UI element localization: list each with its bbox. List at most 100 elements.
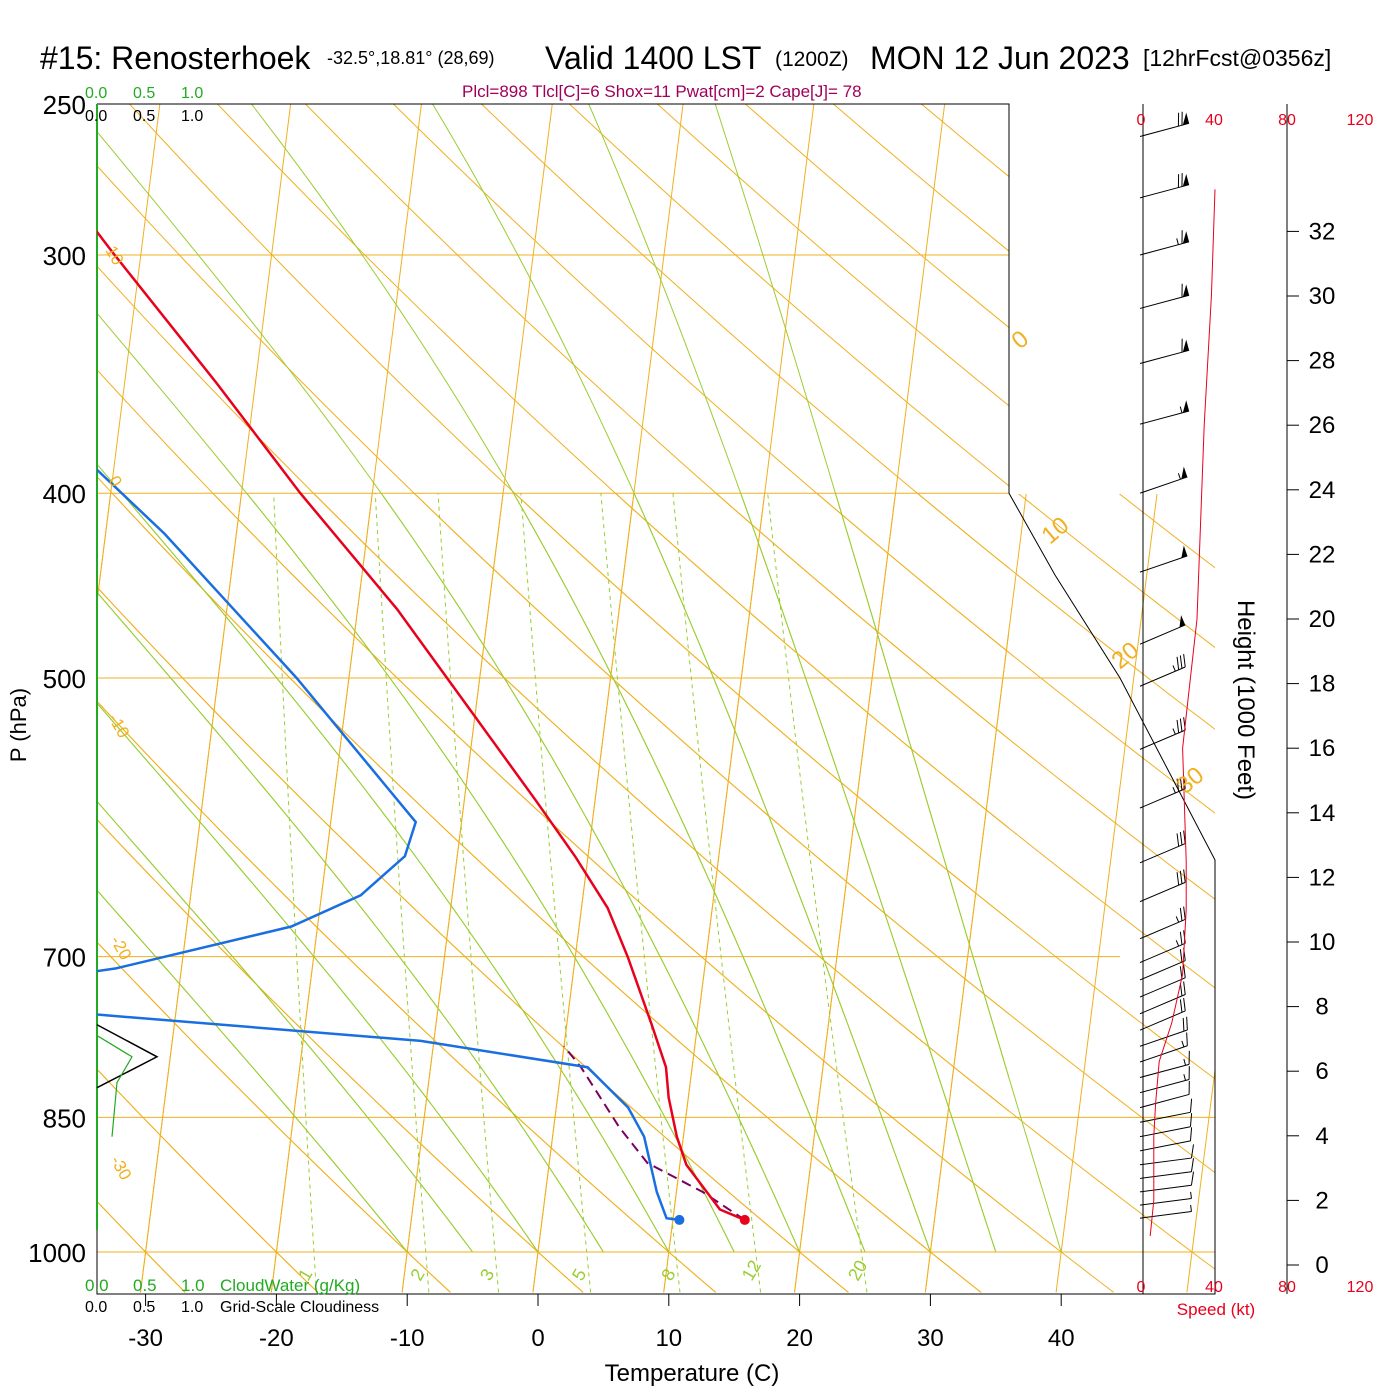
height-tick-label: 8 [1315, 994, 1328, 1021]
barb-feather [1189, 1098, 1193, 1113]
height-tick-label: 0 [1315, 1252, 1328, 1279]
barb-feather [1176, 719, 1180, 733]
wind-barb [1139, 545, 1188, 573]
cloudiness-legend: Grid-Scale Cloudiness [220, 1299, 380, 1316]
wind-barb [1139, 1158, 1194, 1179]
dry-adiabat [97, 818, 584, 1293]
temp-tick-label: -30 [128, 1325, 163, 1352]
height-tick-label: 28 [1309, 348, 1336, 375]
cloudwater-scale-bottom-2: 1.0 [181, 1276, 205, 1295]
dry-adiabat [97, 586, 849, 1293]
dry-adiabat [128, 104, 1009, 921]
dry-adiabat [97, 476, 982, 1293]
sounding-indices: Plcl=898 Tlcl[C]=6 Shox=11 Pwat[cm]=2 Ca… [462, 82, 862, 101]
wind-barb [1139, 1016, 1188, 1047]
isotherm-label-upper: 10 [1037, 512, 1075, 550]
isobar-lines [97, 103, 1215, 1253]
barb-pennant [1182, 284, 1190, 297]
dry-adiabat [97, 1200, 186, 1293]
plot-border [96, 103, 1216, 1295]
wind-barb [1139, 981, 1186, 1015]
valid-date: MON 12 Jun 2023 [870, 40, 1130, 76]
parcel-curve [563, 1045, 746, 1221]
barb-feather [1189, 1127, 1193, 1141]
isotherm--30 [139, 104, 292, 1293]
cloudwater-scale-top-0: 0.0 [85, 85, 108, 102]
pressure-tick-label: 1000 [28, 1238, 86, 1268]
barb-staff [1139, 122, 1190, 137]
speed-axis-label: Speed (kt) [1177, 1300, 1255, 1319]
barb-staff [1139, 1045, 1188, 1063]
pressure-tick-label: 400 [43, 479, 86, 509]
wind-barb [1139, 1066, 1190, 1094]
moist-adiabat [97, 591, 604, 1253]
wind-barb [1139, 111, 1190, 137]
barb-feather [1183, 981, 1186, 995]
wind-barb [1139, 338, 1190, 364]
wind-barb [1139, 400, 1190, 425]
mixing-ratio-label: 3 [476, 1265, 498, 1284]
barb-feather [1189, 1113, 1193, 1127]
barb-half-feather [1190, 1191, 1192, 1199]
barb-half-feather [1177, 473, 1181, 480]
moist-adiabat [97, 463, 670, 1253]
forecast-label: [12hrFcst@0356z] [1143, 45, 1332, 71]
height-tick-label: 12 [1309, 864, 1336, 891]
barb-pennant [1179, 615, 1186, 628]
dry-adiabat [716, 494, 1215, 900]
wind-barb [1139, 997, 1186, 1031]
barb-pennant [1182, 400, 1190, 413]
barb-half-feather [1179, 406, 1183, 414]
dry-adiabat [97, 941, 451, 1293]
isotherm-label-upper: 30 [1172, 762, 1210, 800]
isotherm-label: -20 [107, 933, 136, 964]
barb-feather [1179, 907, 1183, 921]
wind-barb [1139, 1113, 1193, 1138]
height-tick-label: 4 [1315, 1123, 1328, 1150]
wind-barb [1139, 615, 1186, 645]
height-tick-label: 24 [1309, 477, 1336, 504]
barb-half-feather [1181, 1040, 1185, 1048]
cloud-profile [96, 104, 159, 1230]
dry-adiabat [615, 494, 1215, 989]
isotherm--50 [0, 70, 33, 1292]
moist-adiabat [513, 494, 866, 1253]
wind-barb [1139, 906, 1186, 940]
height-tick-label: 30 [1309, 283, 1336, 310]
cloudiness-scale-bottom-0: 0.0 [85, 1299, 108, 1316]
dry-adiabat [480, 104, 1009, 569]
height-tick-label: 10 [1309, 929, 1336, 956]
barb-staff [1139, 184, 1190, 199]
temp-tick-label: -10 [390, 1325, 425, 1352]
cloudwater-curve [96, 1035, 133, 1137]
cloudiness-scale-top-2: 1.0 [181, 108, 204, 125]
barb-staff [1139, 1197, 1192, 1206]
temp-tick-label: 0 [531, 1325, 544, 1352]
dry-adiabat [97, 586, 849, 1293]
dry-adiabat [1018, 494, 1215, 649]
temp-axis-title: Temperature (C) [605, 1360, 780, 1387]
wind-barb [1139, 1080, 1190, 1109]
temp-tick-label: 40 [1048, 1325, 1075, 1352]
moist-adiabat [381, 494, 801, 1253]
pressure-axis-title: P (hPa) [6, 688, 31, 762]
barb-feather [1176, 656, 1180, 670]
barb-feather [1183, 654, 1186, 668]
height-tick-label: 14 [1309, 800, 1336, 827]
speed-tick-bottom: 40 [1205, 1279, 1223, 1296]
dry-adiabat [97, 818, 584, 1293]
isotherm-label-upper: 0 [1007, 325, 1035, 354]
isotherm-30 [924, 625, 1009, 1293]
wind-panel [1139, 111, 1216, 1236]
dry-adiabat [97, 369, 1009, 1212]
barb-feather [1183, 964, 1186, 978]
barb-staff [1139, 349, 1190, 364]
pressure-tick-label: 850 [43, 1103, 86, 1133]
wind-barb [1139, 717, 1186, 750]
pressure-tick-label: 250 [43, 90, 86, 120]
barb-feather [1190, 1144, 1194, 1159]
dry-adiabat [112, 494, 982, 1293]
height-tick-label: 18 [1309, 671, 1336, 698]
mixing-ratio-line-12 [672, 493, 762, 1293]
barb-feather [1179, 870, 1183, 884]
